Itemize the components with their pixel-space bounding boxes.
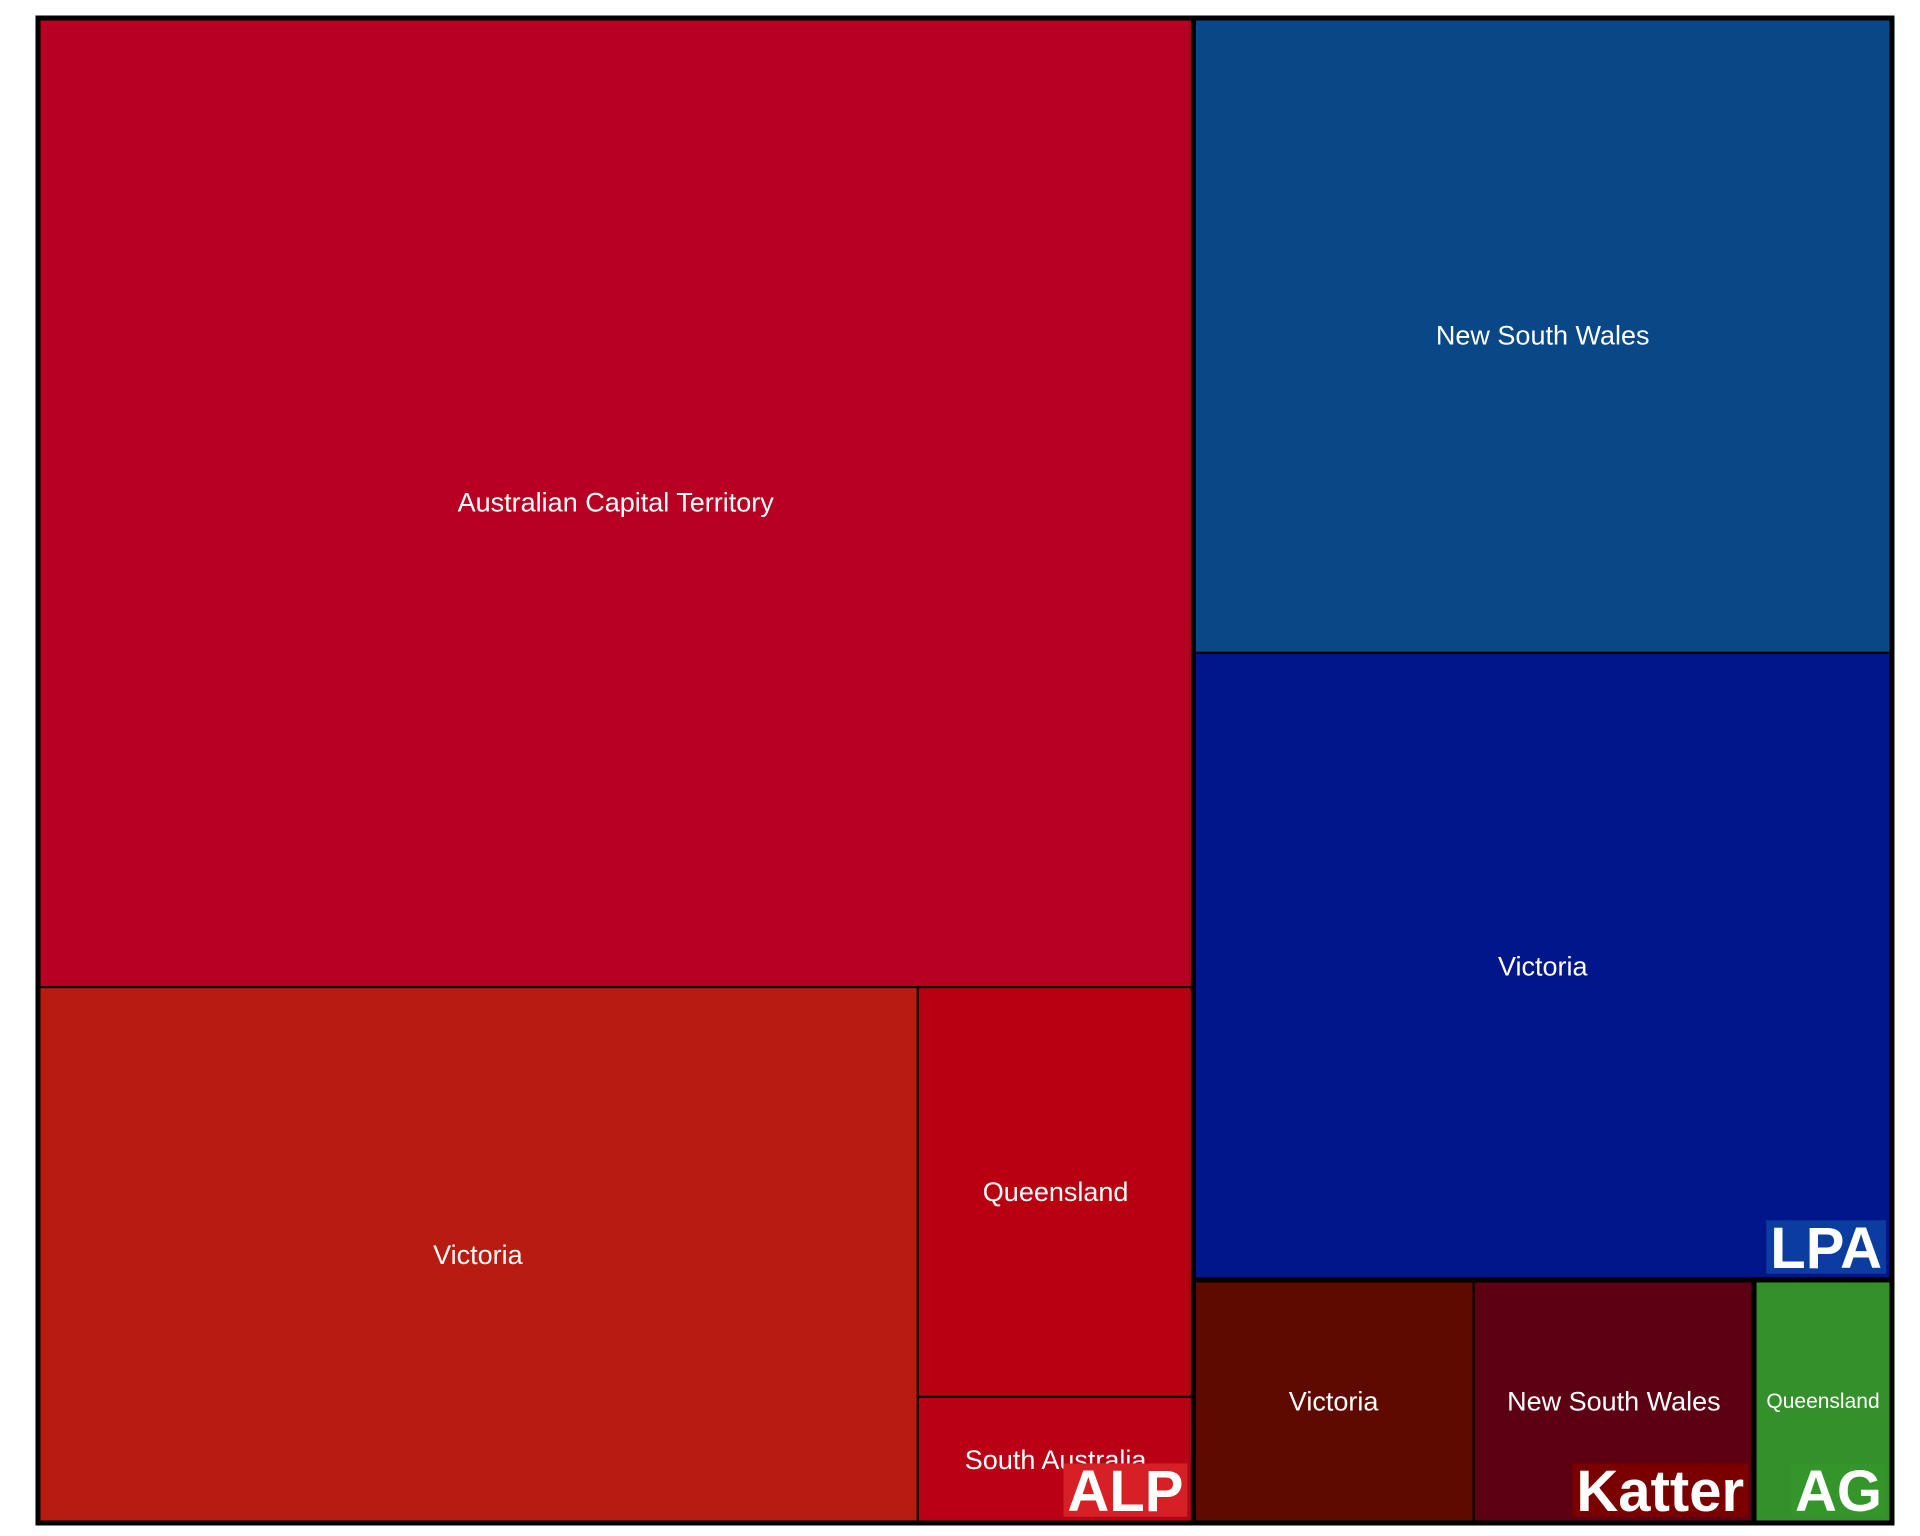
tile-label-alp-queensland: Queensland [983,1177,1129,1207]
tile-label-alp-victoria: Victoria [433,1240,524,1270]
tiles-layer [37,17,1893,1525]
tile-label-lpa-new-south-wales: New South Wales [1436,320,1650,350]
group-label-bg-lpa [1766,1220,1886,1274]
tile-label-alp-australian-capital-territory: Australian Capital Territory [458,488,775,518]
group-label-ag: AG [1795,1459,1882,1524]
tile-label-katter-new-south-wales: New South Wales [1507,1386,1721,1416]
tile-lpa-victoria [1192,651,1893,1281]
outer-frame [35,15,1895,1526]
group-label-bg-ag [1791,1463,1886,1517]
tile-lpa-new-south-wales [1192,17,1893,654]
tile-label-katter-victoria: Victoria [1289,1386,1380,1416]
tile-alp-australian-capital-territory [37,17,1195,989]
labels-layer: Australian Capital Territory Victoria Quee… [433,320,1886,1524]
group-label-bg-alp [1063,1463,1188,1517]
tile-alp-victoria [37,986,919,1524]
group-label-lpa: LPA [1770,1216,1882,1281]
tile-label-lpa-victoria: Victoria [1498,951,1589,981]
group-label-bg-katter [1572,1463,1749,1517]
tile-label-ag-queensland: Queensland [1766,1390,1879,1413]
group-label-katter: Katter [1576,1459,1744,1524]
group-label-alp: ALP [1067,1459,1183,1524]
tile-alp-queensland [916,986,1195,1398]
